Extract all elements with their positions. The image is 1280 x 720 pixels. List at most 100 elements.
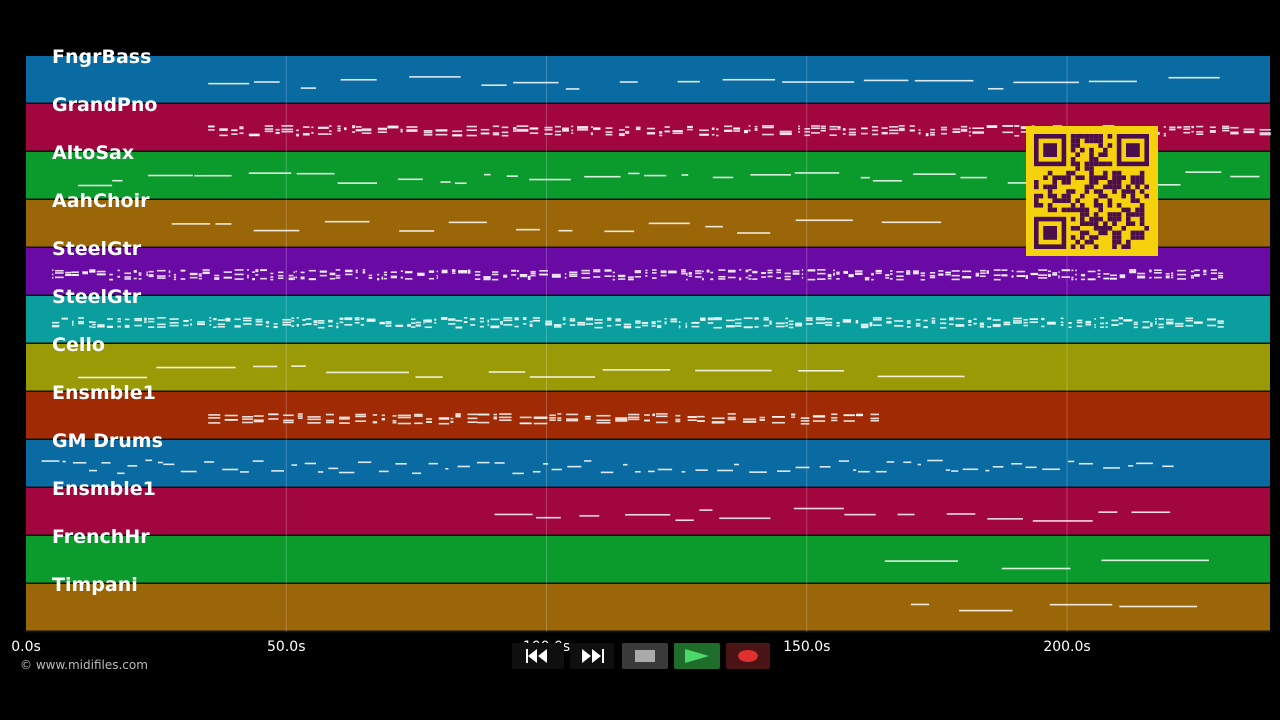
qr-module [1116, 230, 1122, 236]
note [270, 272, 274, 275]
note [1075, 278, 1077, 281]
note [938, 274, 944, 276]
note [325, 421, 334, 424]
note [706, 270, 710, 273]
note [734, 318, 742, 321]
note [571, 125, 574, 128]
qr-module [1098, 138, 1103, 144]
note [968, 321, 972, 323]
qr-module [1135, 230, 1140, 236]
note [645, 269, 648, 272]
note [146, 273, 148, 275]
qr-code[interactable] [1026, 126, 1158, 256]
note [428, 462, 438, 465]
note [242, 421, 254, 424]
note [1076, 325, 1083, 328]
qr-module [1139, 216, 1145, 222]
note [1080, 273, 1086, 276]
note [362, 271, 366, 273]
note [239, 126, 244, 128]
fast-forward-button[interactable] [570, 643, 614, 669]
note [920, 278, 925, 281]
note [1149, 270, 1152, 273]
note [1068, 460, 1075, 463]
qr-module [1047, 193, 1053, 199]
stop-button[interactable] [622, 643, 668, 669]
note [569, 324, 576, 326]
note [78, 322, 84, 325]
note [844, 513, 876, 516]
record-button[interactable] [726, 643, 770, 669]
note [711, 133, 715, 136]
qr-module [1075, 138, 1080, 144]
note [975, 274, 980, 277]
note [441, 269, 448, 272]
note [296, 324, 299, 326]
note [775, 325, 785, 328]
note [1071, 269, 1074, 272]
note [785, 317, 788, 320]
note [214, 277, 220, 279]
note [754, 317, 759, 319]
note [938, 270, 944, 272]
note [339, 422, 350, 424]
note [92, 323, 96, 326]
note [527, 278, 531, 280]
note [763, 324, 769, 327]
note [527, 276, 531, 279]
qr-module [1139, 170, 1145, 176]
note [1002, 131, 1014, 134]
note [848, 133, 856, 136]
note [898, 125, 905, 127]
qr-module [1135, 180, 1140, 185]
note [224, 419, 238, 421]
note [955, 317, 965, 320]
note [545, 320, 553, 323]
note [426, 421, 432, 423]
note [223, 276, 232, 279]
note [1209, 131, 1216, 133]
note [618, 275, 626, 278]
note [173, 278, 177, 281]
note [641, 321, 649, 324]
note [1193, 322, 1203, 324]
track-label: SteelGtr [52, 238, 142, 260]
note [148, 275, 154, 278]
note [557, 419, 562, 422]
note [467, 421, 478, 424]
note [450, 417, 454, 420]
note [183, 320, 189, 322]
note [827, 275, 832, 278]
note [313, 323, 318, 326]
note [767, 275, 773, 278]
note [890, 278, 893, 280]
qr-module [1135, 184, 1140, 190]
note [397, 178, 423, 181]
note [1060, 317, 1064, 320]
note [423, 131, 433, 134]
qr-module [1130, 221, 1136, 226]
note [843, 272, 848, 274]
play-button[interactable] [674, 643, 720, 669]
note [424, 319, 432, 321]
note [1163, 134, 1166, 137]
note [532, 470, 541, 473]
note [973, 322, 977, 325]
note [700, 317, 706, 320]
note [304, 462, 317, 465]
note [513, 130, 517, 132]
note [1129, 271, 1137, 274]
note [282, 323, 292, 326]
note [288, 277, 294, 280]
note [124, 276, 132, 278]
note [960, 125, 968, 128]
note [197, 323, 205, 325]
rewind-button[interactable] [512, 643, 564, 669]
note [734, 325, 742, 327]
note [133, 270, 137, 272]
note [784, 275, 791, 278]
note [293, 276, 295, 279]
note [596, 419, 611, 422]
note [677, 80, 700, 83]
note [986, 271, 989, 273]
